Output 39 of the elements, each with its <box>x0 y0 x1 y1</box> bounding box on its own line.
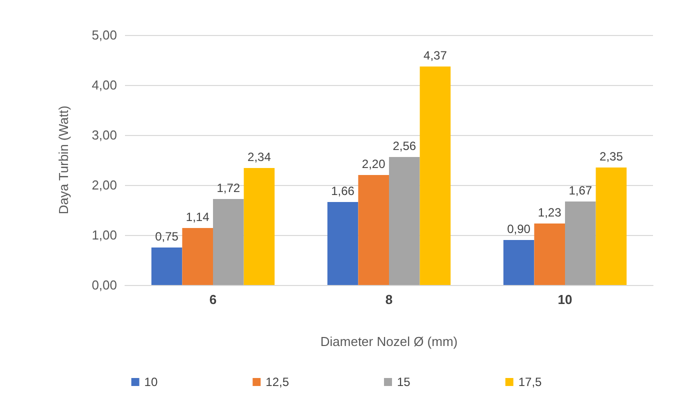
data-label: 1,14 <box>186 210 210 224</box>
x-tick-label: 8 <box>385 292 393 307</box>
bar <box>503 240 534 285</box>
legend-label: 10 <box>144 375 158 389</box>
bar <box>596 168 627 285</box>
y-tick-label: 1,00 <box>92 228 117 242</box>
x-axis-title: Diameter Nozel Ø (mm) <box>320 334 458 349</box>
data-label: 1,66 <box>331 184 355 198</box>
x-tick-label: 10 <box>558 292 572 307</box>
y-tick-label: 4,00 <box>92 78 117 92</box>
bar <box>213 199 244 285</box>
data-label: 2,34 <box>248 150 272 164</box>
bar <box>244 168 275 285</box>
bar <box>534 224 565 285</box>
legend-label: 17,5 <box>518 375 542 389</box>
data-label: 1,67 <box>568 184 592 198</box>
bar <box>151 248 182 285</box>
bar <box>327 202 358 285</box>
legend-label: 15 <box>397 375 411 389</box>
y-tick-label: 2,00 <box>92 178 117 192</box>
bar <box>389 157 420 285</box>
y-tick-label: 5,00 <box>92 28 117 42</box>
bar <box>182 228 213 285</box>
x-tick-label: 6 <box>209 292 217 307</box>
data-label: 2,20 <box>362 157 386 171</box>
legend-label: 12,5 <box>266 375 290 389</box>
bar <box>420 66 451 285</box>
bar <box>358 175 389 285</box>
bar <box>565 202 596 285</box>
data-label: 1,23 <box>538 206 562 220</box>
y-tick-label: 3,00 <box>92 128 117 142</box>
data-label: 0,90 <box>507 222 531 236</box>
y-tick-label: 0,00 <box>92 278 117 292</box>
data-label: 1,72 <box>216 181 240 195</box>
data-label: 2,35 <box>600 150 624 164</box>
y-axis-title: Daya Turbin (Watt) <box>56 106 71 214</box>
data-label: 2,56 <box>392 139 416 153</box>
data-label: 4,37 <box>424 48 448 62</box>
data-label: 0,75 <box>155 230 179 244</box>
